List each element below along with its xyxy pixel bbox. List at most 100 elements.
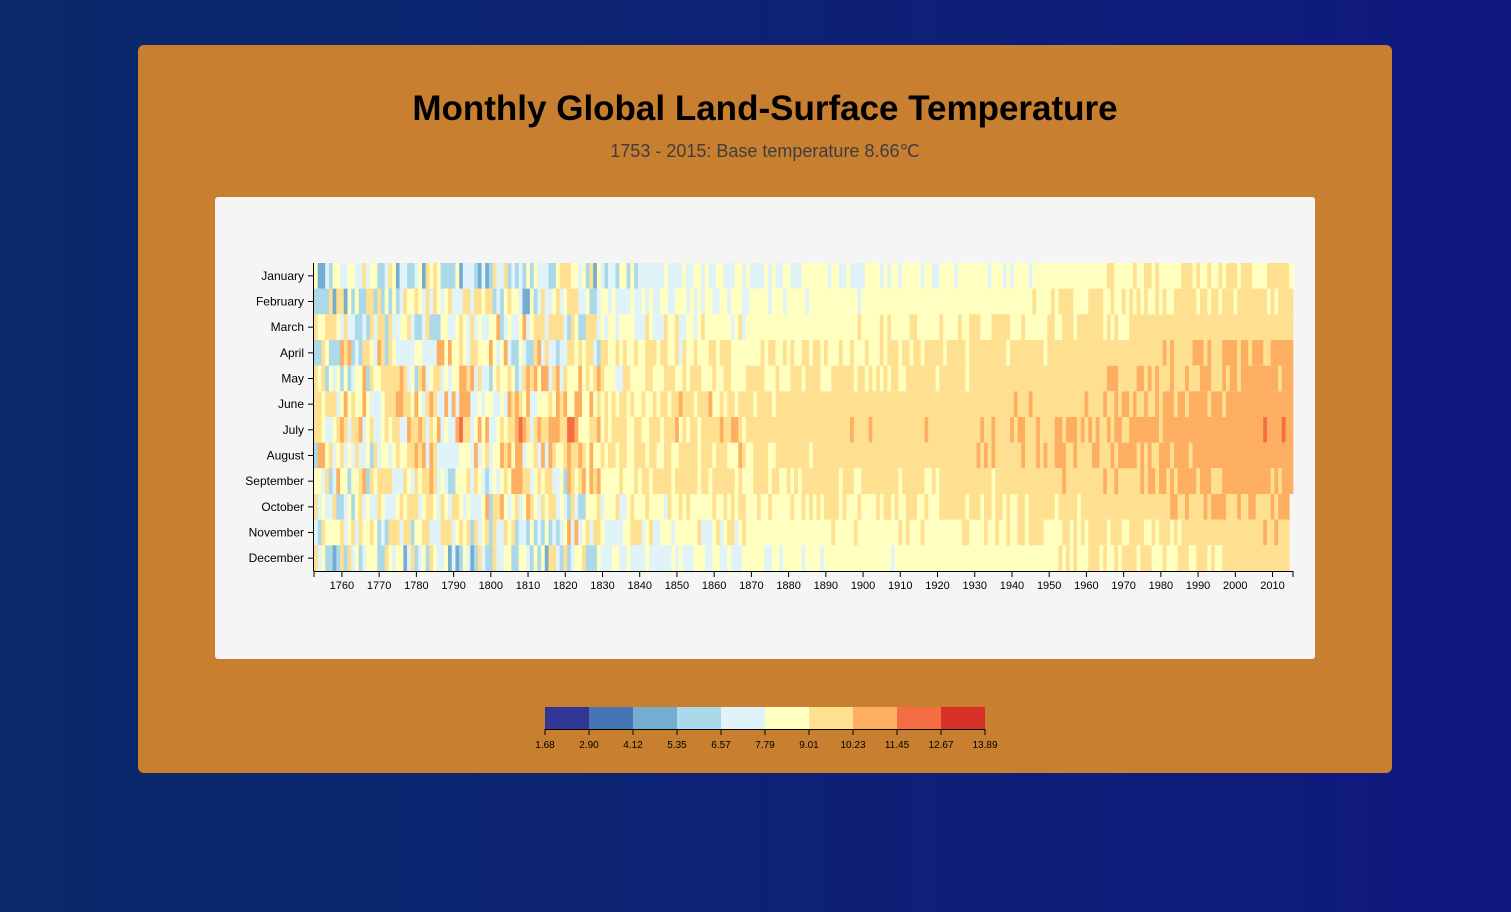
heatmap-cell[interactable]: [976, 442, 981, 469]
heatmap-cell[interactable]: [1218, 391, 1223, 417]
heatmap-cell[interactable]: [637, 494, 642, 520]
heatmap-cell[interactable]: [1114, 494, 1119, 520]
heatmap-cell[interactable]: [816, 391, 821, 417]
heatmap-cell[interactable]: [1069, 340, 1074, 366]
heatmap-cell[interactable]: [377, 417, 382, 443]
heatmap-cell[interactable]: [596, 314, 601, 340]
heatmap-cell[interactable]: [585, 314, 590, 340]
heatmap-cell[interactable]: [809, 494, 814, 520]
heatmap-cell[interactable]: [366, 417, 371, 443]
heatmap-cell[interactable]: [440, 442, 445, 469]
heatmap-cell[interactable]: [559, 494, 564, 520]
heatmap-cell[interactable]: [634, 519, 639, 546]
heatmap-cell[interactable]: [716, 288, 721, 315]
heatmap-cell[interactable]: [395, 340, 400, 366]
heatmap-cell[interactable]: [656, 468, 661, 494]
heatmap-cell[interactable]: [1088, 340, 1093, 366]
heatmap-cell[interactable]: [466, 519, 471, 546]
heatmap-cell[interactable]: [630, 442, 635, 469]
heatmap-cell[interactable]: [529, 263, 534, 289]
heatmap-cell[interactable]: [462, 545, 467, 571]
heatmap-cell[interactable]: [984, 545, 989, 571]
heatmap-cell[interactable]: [671, 314, 676, 340]
heatmap-cell[interactable]: [1144, 263, 1149, 289]
heatmap-cell[interactable]: [905, 417, 910, 443]
heatmap-cell[interactable]: [764, 468, 769, 494]
heatmap-cell[interactable]: [913, 417, 918, 443]
heatmap-cell[interactable]: [1218, 494, 1223, 520]
heatmap-cell[interactable]: [518, 417, 523, 443]
heatmap-cell[interactable]: [1024, 494, 1029, 520]
heatmap-cell[interactable]: [1144, 288, 1149, 315]
heatmap-cell[interactable]: [1244, 468, 1249, 494]
heatmap-cell[interactable]: [541, 494, 546, 520]
heatmap-cell[interactable]: [1263, 417, 1268, 443]
heatmap-cell[interactable]: [905, 314, 910, 340]
heatmap-cell[interactable]: [600, 519, 605, 546]
heatmap-cell[interactable]: [723, 468, 728, 494]
heatmap-cell[interactable]: [488, 340, 493, 366]
heatmap-cell[interactable]: [317, 365, 322, 392]
heatmap-cell[interactable]: [1032, 468, 1037, 494]
heatmap-cell[interactable]: [984, 442, 989, 469]
heatmap-cell[interactable]: [1051, 468, 1056, 494]
heatmap-cell[interactable]: [1088, 442, 1093, 469]
heatmap-cell[interactable]: [1095, 468, 1100, 494]
heatmap-cell[interactable]: [332, 263, 337, 289]
heatmap-cell[interactable]: [972, 314, 977, 340]
heatmap-cell[interactable]: [634, 314, 639, 340]
heatmap-cell[interactable]: [1024, 468, 1029, 494]
heatmap-cell[interactable]: [961, 468, 966, 494]
heatmap-cell[interactable]: [585, 263, 590, 289]
heatmap-cell[interactable]: [515, 314, 520, 340]
heatmap-cell[interactable]: [1051, 519, 1056, 546]
heatmap-cell[interactable]: [846, 288, 851, 315]
heatmap-cell[interactable]: [704, 288, 709, 315]
heatmap-cell[interactable]: [559, 391, 564, 417]
heatmap-cell[interactable]: [377, 314, 382, 340]
heatmap-cell[interactable]: [544, 519, 549, 546]
heatmap-cell[interactable]: [764, 365, 769, 392]
heatmap-cell[interactable]: [883, 545, 888, 571]
heatmap-cell[interactable]: [1181, 442, 1186, 469]
heatmap-cell[interactable]: [459, 417, 464, 443]
heatmap-cell[interactable]: [1021, 442, 1026, 469]
heatmap-cell[interactable]: [332, 340, 337, 366]
heatmap-cell[interactable]: [920, 288, 925, 315]
heatmap-cell[interactable]: [343, 288, 348, 315]
heatmap-cell[interactable]: [544, 314, 549, 340]
heatmap-cell[interactable]: [697, 288, 702, 315]
heatmap-cell[interactable]: [619, 494, 624, 520]
heatmap-cell[interactable]: [756, 545, 761, 571]
heatmap-cell[interactable]: [537, 340, 542, 366]
heatmap-cell[interactable]: [1013, 365, 1018, 392]
heatmap-cell[interactable]: [503, 263, 508, 289]
heatmap-cell[interactable]: [589, 494, 594, 520]
heatmap-cell[interactable]: [950, 288, 955, 315]
heatmap-cell[interactable]: [894, 365, 899, 392]
heatmap-cell[interactable]: [407, 288, 412, 315]
heatmap-cell[interactable]: [771, 288, 776, 315]
heatmap-cell[interactable]: [317, 288, 322, 315]
heatmap-cell[interactable]: [459, 314, 464, 340]
heatmap-cell[interactable]: [727, 468, 732, 494]
heatmap-cell[interactable]: [671, 519, 676, 546]
heatmap-cell[interactable]: [1147, 340, 1152, 366]
heatmap-cell[interactable]: [1062, 391, 1067, 417]
heatmap-cell[interactable]: [890, 365, 895, 392]
heatmap-cell[interactable]: [369, 468, 374, 494]
heatmap-cell[interactable]: [440, 519, 445, 546]
heatmap-cell[interactable]: [529, 314, 534, 340]
heatmap-cell[interactable]: [1095, 519, 1100, 546]
heatmap-cell[interactable]: [823, 468, 828, 494]
heatmap-cell[interactable]: [1244, 391, 1249, 417]
heatmap-cell[interactable]: [1166, 263, 1171, 289]
heatmap-cell[interactable]: [850, 442, 855, 469]
heatmap-cell[interactable]: [1196, 263, 1201, 289]
heatmap-cell[interactable]: [1065, 519, 1070, 546]
heatmap-cell[interactable]: [779, 494, 784, 520]
heatmap-cell[interactable]: [343, 314, 348, 340]
heatmap-cell[interactable]: [816, 494, 821, 520]
heatmap-cell[interactable]: [611, 391, 616, 417]
heatmap-cell[interactable]: [1088, 545, 1093, 571]
